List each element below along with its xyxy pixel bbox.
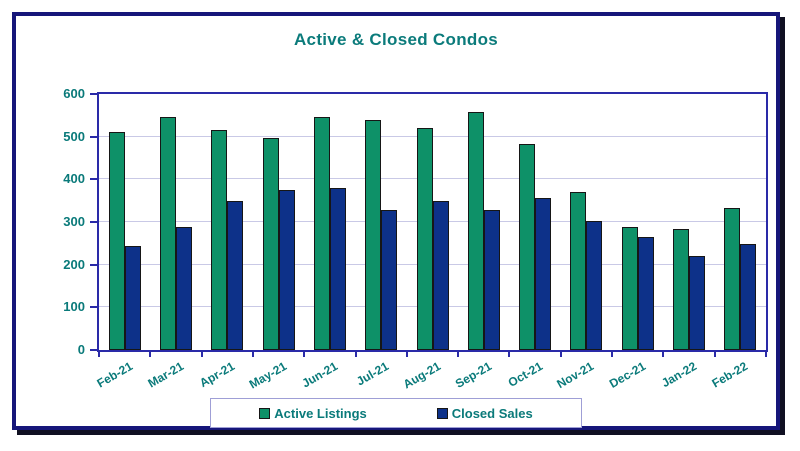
y-axis-label: 500: [63, 128, 85, 144]
x-axis-label: May-21: [246, 359, 289, 392]
y-axis-tick: [90, 349, 97, 351]
bar-active-listings: [724, 207, 741, 350]
bar-active-listings: [159, 117, 176, 350]
x-axis-tick: [354, 352, 357, 357]
x-axis-tick: [149, 352, 152, 357]
bar-group-aug-21: [407, 94, 458, 350]
bar-active-listings: [313, 117, 330, 350]
bar-group-may-21: [253, 94, 304, 350]
x-axis-tick: [303, 352, 306, 357]
x-axis-tick: [457, 352, 460, 357]
chart-window: Active & Closed Condos 600 500 400 300 200 10…: [12, 12, 780, 430]
x-axis-label: Nov-21: [554, 359, 597, 392]
y-axis-label: 400: [63, 171, 85, 187]
legend-item-active-listings: Active Listings: [259, 405, 367, 421]
chart-legend: Active Listings Closed Sales: [210, 398, 582, 428]
bar-group-apr-21: [202, 94, 253, 350]
x-axis-tick: [200, 352, 203, 357]
bar-group-mar-21: [150, 94, 201, 350]
bar-closed-sales: [227, 201, 244, 350]
bar-active-listings: [365, 119, 382, 350]
bar-closed-sales: [740, 243, 757, 350]
x-axis-label: Oct-21: [505, 359, 546, 390]
x-axis-label: Apr-21: [197, 359, 238, 391]
bar-closed-sales: [381, 209, 398, 350]
y-axis-label: 600: [63, 86, 85, 101]
closed-sales-swatch-icon: [436, 407, 448, 419]
legend-label: Active Listings: [274, 405, 367, 421]
x-axis-label: Jun-21: [299, 359, 340, 391]
x-axis-label: Feb-21: [94, 359, 135, 391]
x-axis-tick: [662, 352, 665, 357]
bar-group-feb-22: [715, 94, 766, 350]
x-axis-label: Jul-21: [354, 359, 392, 389]
bar-closed-sales: [278, 189, 295, 350]
bar-group-jan-22: [663, 94, 714, 350]
x-axis-tick: [559, 352, 562, 357]
bar-closed-sales: [329, 187, 346, 350]
y-axis-tick: [90, 263, 97, 266]
bar-active-listings: [262, 138, 279, 350]
x-axis-tick: [98, 352, 100, 357]
y-axis-label: 300: [63, 214, 85, 229]
bar-group-dec-21: [612, 94, 663, 350]
x-axis-label: Sep-21: [452, 359, 494, 391]
bar-active-listings: [519, 143, 536, 350]
x-axis-label: Aug-21: [400, 359, 443, 392]
active-listings-swatch-icon: [259, 407, 271, 419]
y-axis-tick: [90, 178, 97, 181]
y-axis-tick: [90, 306, 97, 309]
bar-group-nov-21: [561, 94, 612, 350]
y-axis-label: 0: [77, 342, 85, 357]
bar-active-listings: [570, 192, 587, 350]
x-axis-label: Jan-22: [659, 359, 700, 391]
bar-active-listings: [416, 128, 433, 350]
bar-closed-sales: [124, 246, 141, 350]
x-axis-tick: [405, 352, 408, 357]
legend-item-closed-sales: Closed Sales: [436, 405, 533, 421]
bar-closed-sales: [432, 201, 449, 350]
y-axis-tick: [90, 221, 97, 223]
bar-active-listings: [673, 229, 690, 350]
bar-closed-sales: [689, 256, 706, 350]
x-axis-tick: [251, 352, 254, 357]
y-axis-label: 200: [63, 256, 85, 272]
y-axis-tick: [90, 135, 97, 138]
bar-group-jul-21: [356, 94, 407, 350]
x-axis-tick: [508, 352, 511, 357]
bar-group-feb-21: [99, 94, 150, 350]
legend-label: Closed Sales: [451, 405, 533, 421]
y-axis-label: 100: [63, 299, 85, 315]
bar-active-listings: [621, 227, 638, 350]
x-axis-tick: [765, 352, 767, 357]
bar-active-listings: [467, 112, 484, 350]
x-axis-tick: [713, 352, 716, 357]
chart-title: Active & Closed Condos: [293, 30, 499, 49]
bar-closed-sales: [637, 236, 654, 350]
x-axis-label: Dec-21: [606, 359, 648, 391]
y-axis-tick: [90, 93, 97, 95]
bar-group-jun-21: [304, 94, 355, 350]
bar-group-oct-21: [510, 94, 561, 350]
bar-closed-sales: [586, 221, 603, 350]
bar-closed-sales: [483, 210, 500, 350]
bar-group-sep-21: [458, 94, 509, 350]
x-axis-label: Mar-21: [145, 359, 186, 391]
x-axis-label: Feb-22: [709, 359, 751, 391]
bar-active-listings: [211, 130, 228, 350]
bar-closed-sales: [175, 227, 192, 350]
bar-active-listings: [108, 132, 125, 350]
plot-area: [97, 92, 768, 352]
x-axis-tick: [611, 352, 614, 357]
bar-closed-sales: [535, 198, 552, 350]
